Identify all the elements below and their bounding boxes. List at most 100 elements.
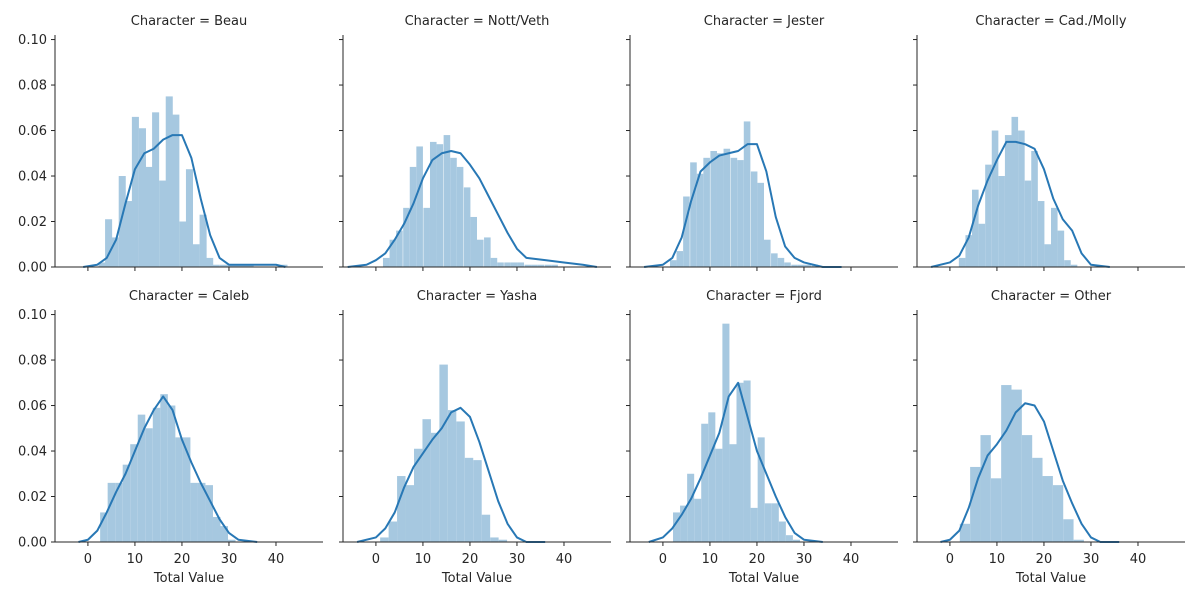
kde-curve — [356, 406, 546, 543]
histogram-bar — [764, 239, 771, 267]
histogram-bar — [965, 235, 973, 267]
y-tick-label: 0.02 — [18, 215, 47, 230]
histogram-bar — [172, 114, 180, 267]
facet-panel: 0 10 20 30 40 Character = Fjord Total Value — [626, 289, 898, 586]
histogram-bar — [701, 423, 709, 542]
histogram-bar — [456, 421, 465, 542]
histogram-bar — [490, 257, 498, 267]
histogram-bar — [490, 537, 499, 542]
facet-panel: 0 10 20 30 40 Character = Other Total Value — [913, 289, 1185, 586]
x-tick-label: 0 — [946, 552, 954, 567]
histogram-bar — [1004, 135, 1012, 267]
histogram-bar — [477, 239, 484, 267]
histogram-bar — [723, 148, 731, 267]
histogram-bar — [743, 380, 751, 542]
x-tick-label: 30 — [509, 552, 526, 567]
histogram-bar — [190, 482, 198, 542]
histogram-bar — [397, 476, 406, 542]
y-tick-label: 0.06 — [18, 399, 47, 414]
kde-curve — [643, 143, 842, 268]
histogram-bar — [551, 264, 558, 267]
histogram-bar — [226, 264, 234, 267]
histogram-bar — [784, 262, 791, 267]
histogram-bar — [380, 537, 389, 542]
histogram-bar — [531, 264, 538, 267]
kde-curve — [83, 134, 286, 268]
histogram-bar — [1011, 389, 1022, 542]
histogram-bar — [1052, 485, 1064, 542]
histogram-bar — [122, 464, 131, 542]
histogram-bar — [484, 237, 491, 267]
histogram-bar — [771, 253, 778, 267]
y-tick-label: 0.10 — [18, 308, 47, 323]
histogram-bar — [970, 466, 981, 542]
histogram-bar — [797, 264, 805, 267]
histogram-bar — [192, 244, 200, 267]
x-tick-label: 10 — [702, 552, 719, 567]
histogram-bar — [1073, 539, 1084, 542]
histogram-bar — [743, 121, 751, 268]
histogram-bar — [978, 223, 986, 267]
y-tick-label: 0.06 — [18, 124, 47, 139]
panel-title: Character = Other — [991, 289, 1112, 304]
histogram-bar — [182, 437, 191, 542]
kde-curve — [648, 381, 823, 543]
y-tick-label: 0.10 — [18, 33, 47, 48]
facet-panel: 0 10 20 30 40 Character = Yasha Total Value — [339, 289, 611, 586]
x-tick-label: 30 — [221, 552, 238, 567]
y-tick-label: 0.04 — [18, 445, 47, 460]
y-tick-label: 0.08 — [18, 79, 47, 94]
histogram-bar — [504, 262, 511, 267]
histogram-bar — [703, 157, 710, 267]
histogram-bar — [696, 173, 704, 267]
histogram-bar — [219, 264, 227, 267]
kde-curve — [78, 395, 258, 543]
histogram-bar — [1051, 207, 1058, 267]
x-axis-label: Total Value — [728, 571, 799, 586]
histogram-bar — [212, 264, 220, 267]
histogram-bar — [497, 262, 504, 267]
histogram-bar — [972, 189, 979, 267]
histogram-bar — [1001, 385, 1012, 542]
histogram-bar — [439, 364, 448, 542]
histogram-bar — [145, 428, 153, 542]
histogram-bar — [710, 151, 717, 267]
x-tick-label: 20 — [1036, 552, 1053, 567]
histogram-bar — [980, 435, 991, 542]
histogram-bar — [537, 264, 545, 267]
x-tick-label: 20 — [749, 552, 766, 567]
histogram-bar — [669, 260, 677, 267]
histogram-bar — [777, 257, 785, 267]
histogram-bar — [524, 264, 532, 267]
histogram-bar — [764, 503, 772, 542]
histogram-bar — [185, 169, 193, 267]
histogram-bar — [159, 180, 167, 267]
histogram-bar — [165, 96, 173, 267]
panel-title: Character = Nott/Veth — [405, 14, 550, 29]
histogram-bar — [694, 498, 702, 542]
x-tick-label: 10 — [127, 552, 144, 567]
histogram-bar — [443, 135, 451, 267]
histogram-bar — [676, 251, 684, 267]
histogram-bar — [167, 405, 176, 542]
histogram-bar — [1063, 519, 1074, 542]
histogram-bar — [729, 444, 737, 542]
histogram-bar — [1070, 264, 1078, 267]
panel-title: Character = Beau — [131, 14, 247, 29]
histogram-bar — [232, 264, 241, 267]
x-tick-label: 20 — [462, 552, 479, 567]
histogram-bar — [985, 164, 992, 267]
histogram-bar — [118, 176, 126, 267]
histogram-bar — [1011, 116, 1019, 267]
histogram-bar — [111, 237, 119, 267]
histogram-bar — [517, 262, 525, 267]
x-tick-label: 10 — [989, 552, 1006, 567]
x-tick-label: 0 — [659, 552, 667, 567]
histogram-bar — [959, 523, 971, 542]
histogram-bar — [757, 437, 765, 542]
histogram-bar — [1032, 457, 1043, 542]
histogram-bar — [673, 512, 681, 542]
histogram-bar — [990, 478, 1002, 542]
histogram-bar — [463, 187, 471, 267]
histogram-bar — [100, 512, 108, 542]
